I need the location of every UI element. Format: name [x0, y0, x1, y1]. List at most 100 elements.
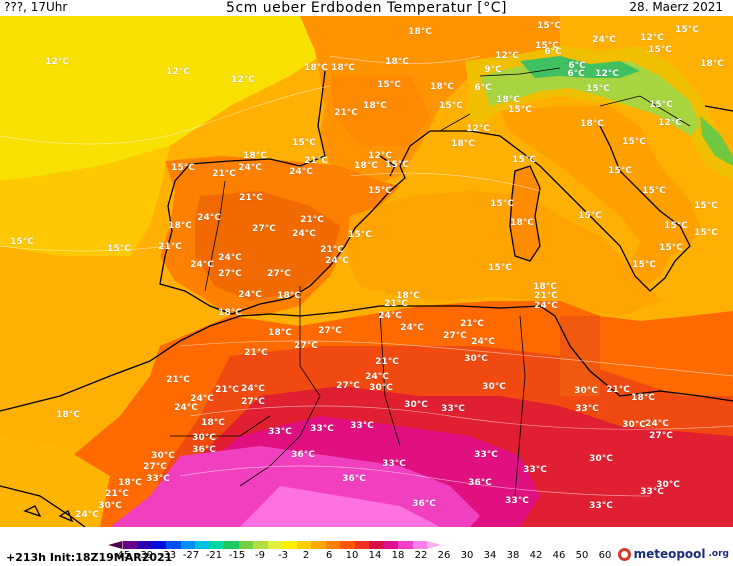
temperature-label: 30°C — [98, 501, 122, 511]
temperature-label: 24°C — [289, 167, 313, 177]
temperature-label: 36°C — [192, 445, 216, 455]
temperature-label: 12°C — [495, 51, 519, 61]
temperature-label: 27°C — [336, 381, 360, 391]
colorbar-label: 10 — [345, 550, 359, 561]
temperature-label: 6°C — [474, 83, 492, 93]
temperature-label: 15°C — [578, 211, 602, 221]
colorbar-label: 18 — [391, 550, 405, 561]
temperature-label: 30°C — [192, 433, 216, 443]
temperature-label: 15°C — [377, 80, 401, 90]
temperature-label: 27°C — [241, 397, 265, 407]
colorbar-label: -27 — [182, 550, 200, 561]
temperature-label: 15°C — [608, 166, 632, 176]
temperature-label: 24°C — [218, 253, 242, 263]
temperature-label: 15°C — [368, 186, 392, 196]
temperature-label: 6°C — [568, 61, 586, 71]
colorbar-swatch — [137, 541, 152, 549]
temperature-label: 18°C — [631, 393, 655, 403]
temperature-label: 21°C — [606, 385, 630, 395]
temperature-label: 15°C — [512, 155, 536, 165]
temperature-label: 18°C — [243, 151, 267, 161]
colorbar-label: 46 — [552, 550, 566, 561]
temperature-label: 15°C — [171, 163, 195, 173]
temperature-label: 21°C — [239, 193, 263, 203]
colorbar-label: -21 — [205, 550, 223, 561]
temperature-label: 18°C — [268, 328, 292, 338]
temperature-label: 18°C — [533, 282, 557, 292]
temperature-label: 24°C — [197, 213, 221, 223]
temperature-label: 18°C — [331, 63, 355, 73]
chart-header: ???, 17Uhr 5cm ueber Erdboden Temperatur… — [0, 0, 733, 16]
brand-logo[interactable]: meteopool .org — [617, 547, 729, 561]
temperature-label: 15°C — [10, 237, 34, 247]
colorbar-swatch — [383, 541, 398, 549]
temperature-label: 9°C — [484, 65, 502, 75]
colorbar-swatch — [224, 541, 239, 549]
temperature-label: 30°C — [369, 383, 393, 393]
temperature-label: 15°C — [649, 100, 673, 110]
temperature-label: 12°C — [595, 69, 619, 79]
temperature-label: 15°C — [632, 260, 656, 270]
temperature-label: 24°C — [190, 394, 214, 404]
temperature-label: 21°C — [244, 348, 268, 358]
temperature-label: 15°C — [537, 21, 561, 31]
colorbar-label: -39 — [136, 550, 154, 561]
temperature-label: 21°C — [212, 169, 236, 179]
temperature-label: 12°C — [368, 151, 392, 161]
temperature-label: 30°C — [151, 451, 175, 461]
temperature-label: 12°C — [231, 75, 255, 85]
temperature-label: 12°C — [640, 33, 664, 43]
temperature-label: 36°C — [291, 450, 315, 460]
temperature-label: 18°C — [451, 139, 475, 149]
temperature-label: 30°C — [574, 386, 598, 396]
temperature-label: 24°C — [238, 163, 262, 173]
colorbar-label: 50 — [575, 550, 589, 561]
temperature-label: 30°C — [404, 400, 428, 410]
colorbar-label: -45 — [113, 550, 131, 561]
colorbar-swatch — [412, 541, 427, 549]
temperature-label: 15°C — [385, 160, 409, 170]
colorbar-label: 2 — [302, 550, 310, 561]
colorbar-label: 6 — [325, 550, 333, 561]
temperature-label: 12°C — [45, 57, 69, 67]
temperature-label: 18°C — [218, 308, 242, 318]
temperature-label: 21°C — [166, 375, 190, 385]
temperature-label: 30°C — [589, 454, 613, 464]
meteopool-logo-icon — [617, 547, 631, 561]
colorbar-label: 22 — [414, 550, 428, 561]
temperature-label: 21°C — [304, 156, 328, 166]
temperature-label: 27°C — [318, 326, 342, 336]
colorbar-swatch — [108, 541, 123, 549]
temperature-label: 18°C — [118, 478, 142, 488]
forecast-hour-label: ???, 17Uhr — [4, 0, 68, 14]
temperature-label: 21°C — [534, 291, 558, 301]
temperature-label: 33°C — [382, 459, 406, 469]
temperature-label: 33°C — [505, 496, 529, 506]
brand-name: meteopool — [633, 547, 706, 561]
colorbar-label: -9 — [255, 550, 265, 561]
colorbar-swatch — [122, 541, 137, 549]
temperature-label: 33°C — [589, 501, 613, 511]
temperature-label: 30°C — [656, 480, 680, 490]
colorbar-swatch — [340, 541, 355, 549]
temperature-label: 15°C — [586, 84, 610, 94]
temperature-label: 6°C — [544, 47, 562, 57]
temperature-label: 24°C — [645, 419, 669, 429]
colorbar-swatch — [209, 541, 224, 549]
temperature-label: 18°C — [396, 291, 420, 301]
init-time-label: +213h Init:18Z19MAR2021 — [6, 551, 173, 564]
temperature-label: 30°C — [482, 382, 506, 392]
temperature-label: 30°C — [622, 420, 646, 430]
temperature-label: 33°C — [146, 474, 170, 484]
colorbar-swatch — [369, 541, 384, 549]
temperature-label: 15°C — [490, 199, 514, 209]
temperature-label: 21°C — [384, 299, 408, 309]
temperature-label: 36°C — [412, 499, 436, 509]
temperature-label: 24°C — [238, 290, 262, 300]
temperature-label: 24°C — [592, 35, 616, 45]
temperature-label: 33°C — [268, 427, 292, 437]
colorbar-swatch — [282, 541, 297, 549]
colorbar-swatch — [296, 541, 311, 549]
temperature-label: 24°C — [241, 384, 265, 394]
temperature-label: 6°C — [567, 69, 585, 79]
